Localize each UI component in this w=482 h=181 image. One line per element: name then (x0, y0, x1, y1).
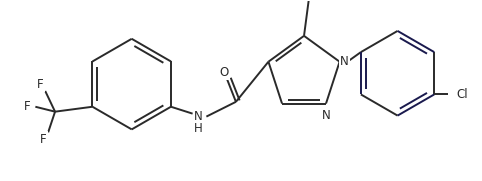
Text: N: N (194, 110, 203, 123)
Text: N: N (321, 109, 330, 122)
Text: F: F (24, 100, 31, 113)
Text: F: F (40, 133, 47, 146)
Text: N: N (340, 55, 349, 68)
Text: F: F (37, 78, 43, 91)
Text: O: O (219, 66, 229, 79)
Text: Cl: Cl (456, 88, 468, 101)
Text: H: H (194, 122, 203, 135)
